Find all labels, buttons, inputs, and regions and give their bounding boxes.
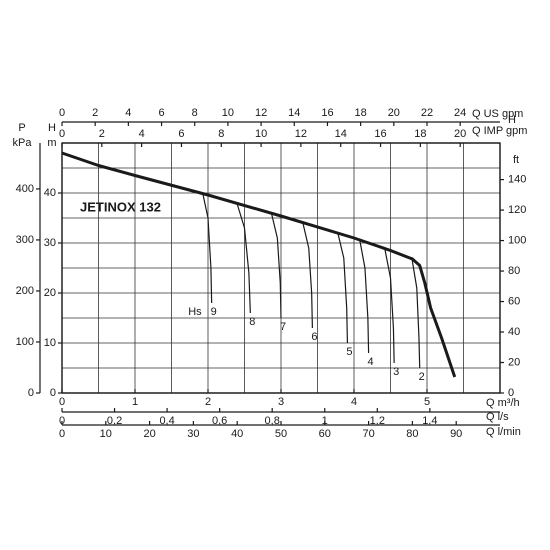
x-tick-label: 10	[255, 128, 267, 140]
x-tick-label: 0,2	[107, 415, 122, 427]
x-tick-label: 1,2	[370, 415, 385, 427]
curve	[411, 256, 421, 369]
x-tick-label: 50	[275, 428, 287, 440]
y-tick-label: 120	[508, 204, 526, 216]
y-tick-label: 20	[44, 287, 56, 299]
axis-title: H	[508, 114, 516, 126]
axis-title: kPa	[13, 137, 33, 149]
curve	[302, 222, 313, 329]
y-tick-label: 60	[508, 295, 520, 307]
x-tick-label: 20	[388, 107, 400, 119]
x-tick-label: 4	[351, 396, 357, 408]
x-tick-label: 4	[139, 128, 145, 140]
y-tick-label: 0	[50, 387, 56, 399]
x-tick-label: 0,8	[265, 415, 280, 427]
x-tick-label: 8	[192, 107, 198, 119]
axis-title: H	[48, 122, 56, 134]
x-tick-label: 18	[355, 107, 367, 119]
y-tick-label: 0	[28, 387, 34, 399]
y-tick-label: 100	[508, 234, 526, 246]
curve-label: 3	[393, 366, 399, 378]
axis-title: Q l/min	[486, 426, 521, 438]
x-tick-label: 14	[288, 107, 300, 119]
curve	[337, 233, 349, 344]
axis-title: ft	[513, 154, 519, 166]
x-tick-label: 2	[205, 396, 211, 408]
x-tick-label: 4	[125, 107, 131, 119]
x-tick-label: 10	[222, 107, 234, 119]
axis-title: Q l/s	[486, 411, 509, 423]
axis-title: Q IMP gpm	[472, 125, 527, 137]
x-tick-label: 24	[454, 107, 466, 119]
x-tick-label: 0	[59, 107, 65, 119]
curve-label: 5	[346, 346, 352, 358]
y-tick-label: 20	[508, 356, 520, 368]
y-tick-label: 300	[16, 234, 34, 246]
y-tick-label: 80	[508, 265, 520, 277]
x-tick-label: 14	[335, 128, 347, 140]
x-tick-label: 6	[158, 107, 164, 119]
curve-label: 9	[211, 306, 217, 318]
y-tick-label: 30	[44, 237, 56, 249]
x-tick-label: 0	[59, 396, 65, 408]
curve-label: 6	[311, 331, 317, 343]
x-tick-label: 70	[362, 428, 374, 440]
x-tick-label: 60	[319, 428, 331, 440]
hs-label: Hs	[188, 306, 202, 318]
curve-label: 7	[280, 321, 286, 333]
axis-title: m	[47, 137, 56, 149]
y-tick-label: 140	[508, 173, 526, 185]
x-tick-label: 90	[450, 428, 462, 440]
x-tick-label: 8	[218, 128, 224, 140]
x-tick-label: 1,4	[422, 415, 437, 427]
y-tick-label: 0	[508, 387, 514, 399]
y-tick-label: 40	[44, 187, 56, 199]
x-tick-label: 0,4	[159, 415, 174, 427]
y-tick-label: 400	[16, 183, 34, 195]
x-tick-label: 16	[374, 128, 386, 140]
x-tick-label: 2	[92, 107, 98, 119]
x-tick-label: 20	[143, 428, 155, 440]
x-tick-label: 1	[322, 415, 328, 427]
x-tick-label: 20	[454, 128, 466, 140]
axis-title: Q m³/h	[486, 397, 520, 409]
x-tick-label: 18	[414, 128, 426, 140]
x-tick-label: 12	[255, 107, 267, 119]
x-tick-label: 80	[406, 428, 418, 440]
x-tick-label: 22	[421, 107, 433, 119]
x-tick-label: 10	[100, 428, 112, 440]
x-tick-label: 30	[187, 428, 199, 440]
y-tick-label: 10	[44, 337, 56, 349]
curve-label: 4	[368, 356, 374, 368]
x-tick-label: 1	[132, 396, 138, 408]
x-tick-label: 16	[321, 107, 333, 119]
y-tick-label: 200	[16, 285, 34, 297]
curve	[359, 240, 370, 354]
x-tick-label: 2	[99, 128, 105, 140]
x-tick-label: 0	[59, 415, 65, 427]
curve	[236, 203, 251, 314]
curve-label: 8	[249, 316, 255, 328]
axis-title: Q US gpm	[472, 108, 523, 120]
curve	[202, 193, 213, 304]
curve	[384, 247, 395, 364]
x-tick-label: 0,6	[212, 415, 227, 427]
curve	[270, 213, 282, 319]
x-tick-label: 0	[59, 428, 65, 440]
x-tick-label: 6	[178, 128, 184, 140]
x-tick-label: 40	[231, 428, 243, 440]
x-tick-label: 5	[424, 396, 430, 408]
x-tick-label: 0	[59, 128, 65, 140]
x-tick-label: 3	[278, 396, 284, 408]
axis-title: P	[18, 122, 25, 134]
chart-title: JETINOX 132	[80, 199, 161, 214]
y-tick-label: 40	[508, 326, 520, 338]
y-tick-label: 100	[16, 336, 34, 348]
curve-label: 2	[419, 371, 425, 383]
curve	[61, 151, 457, 378]
x-tick-label: 12	[295, 128, 307, 140]
